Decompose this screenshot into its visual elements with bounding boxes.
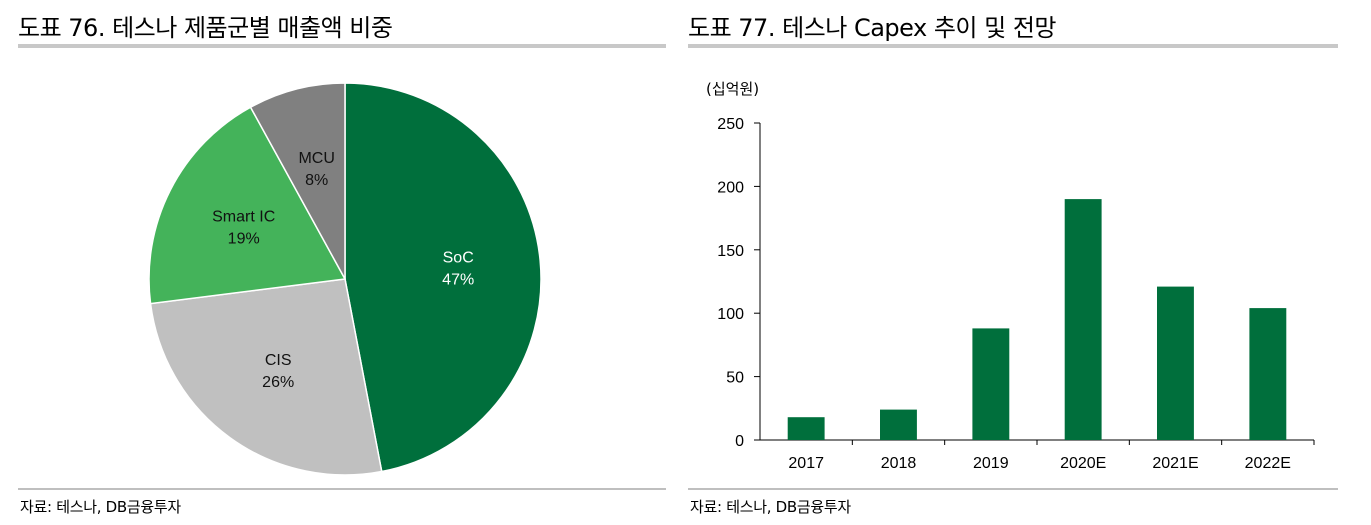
footer-divider xyxy=(18,488,666,490)
x-tick-label-2017: 2017 xyxy=(788,455,824,472)
title-divider xyxy=(688,44,1338,48)
pie-chart: SoC 47% CIS 26% Smart IC 19% MCU 8% xyxy=(148,82,542,476)
bar-2022e xyxy=(1249,308,1287,440)
pie-slice-cis xyxy=(149,278,383,476)
bar-chart: 0 50 100 150 200 250 2017 2018 2019 2020E 2021E 202… xyxy=(717,116,1315,472)
pie-label-soc: SoC xyxy=(443,249,474,266)
pie-value-smart-ic: 19% xyxy=(228,230,260,247)
pie-slice-mcu xyxy=(249,82,346,280)
pie-label-smart-ic: Smart IC xyxy=(212,208,275,225)
bar-2019 xyxy=(972,328,1010,440)
x-tick-label-2018: 2018 xyxy=(881,455,917,472)
pie-value-cis: 26% xyxy=(262,374,294,391)
bar-2018 xyxy=(880,409,917,440)
pie-slice-soc xyxy=(344,82,542,473)
pie-value-mcu: 8% xyxy=(305,172,328,189)
bar-2021e xyxy=(1157,286,1194,440)
pie-panel: 도표 76. 테스나 제품군별 매출액 비중 SoC 47% CIS 26% Smart… xyxy=(18,0,666,525)
y-tick-label: 200 xyxy=(717,179,744,196)
title-divider xyxy=(18,44,666,48)
y-tick-label: 100 xyxy=(717,306,744,323)
x-tick-label-2021e: 2021E xyxy=(1152,455,1198,472)
bar-source-note: 자료: 테스나, DB금융투자 xyxy=(690,498,851,516)
bar-chart-title: 도표 77. 테스나 Capex 추이 및 전망 xyxy=(688,14,1057,42)
pie-source-note: 자료: 테스나, DB금융투자 xyxy=(20,498,181,516)
bar-2020e xyxy=(1064,199,1102,440)
pie-label-mcu: MCU xyxy=(298,150,334,167)
x-tick-label-2020e: 2020E xyxy=(1060,455,1106,472)
y-axis-unit-label: (십억원) xyxy=(706,80,760,98)
y-tick-label: 50 xyxy=(726,370,744,387)
y-tick-label: 0 xyxy=(735,433,744,450)
bar-panel: 도표 77. 테스나 Capex 추이 및 전망 (십억원) 0 50 100 150… xyxy=(688,0,1338,525)
y-tick-label: 150 xyxy=(717,243,744,260)
pie-value-soc: 47% xyxy=(442,271,474,288)
pie-slice-smart-ic xyxy=(148,106,347,305)
x-tick-label-2019: 2019 xyxy=(973,455,1009,472)
bar-2017 xyxy=(787,417,825,440)
footer-divider xyxy=(688,488,1338,490)
pie-chart-title: 도표 76. 테스나 제품군별 매출액 비중 xyxy=(18,14,393,42)
pie-label-cis: CIS xyxy=(265,352,292,369)
y-tick-label: 250 xyxy=(717,116,744,133)
x-tick-label-2022e: 2022E xyxy=(1245,455,1291,472)
